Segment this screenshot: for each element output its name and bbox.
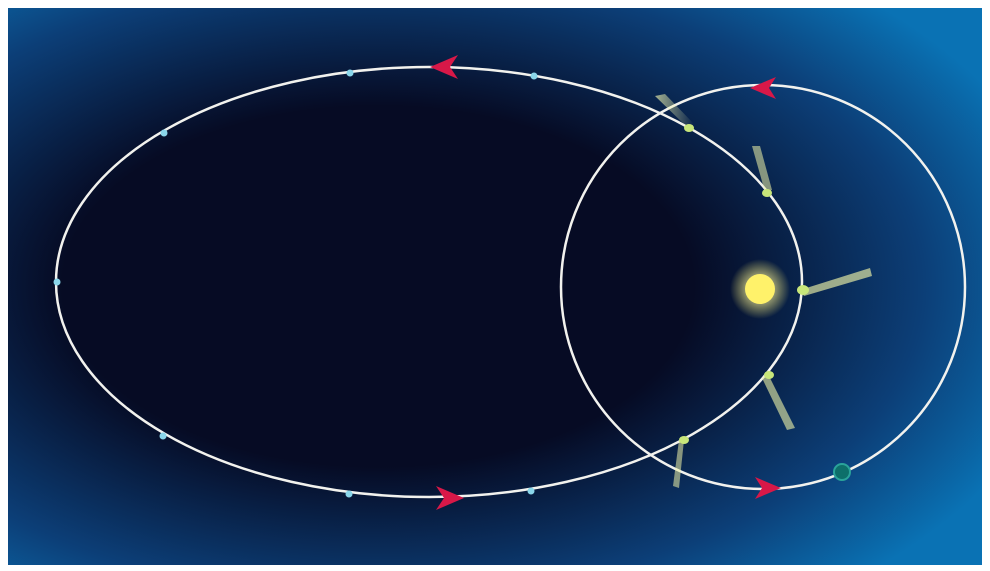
arrow-right-icon <box>755 477 781 499</box>
planet <box>833 463 851 481</box>
comet-heads <box>679 124 809 444</box>
arrow-left-icon <box>430 55 458 79</box>
direction-arrows <box>430 55 781 510</box>
orbit-marker <box>527 487 535 495</box>
comet-tails <box>655 94 872 488</box>
comet-head <box>764 371 774 379</box>
orbit-position-markers <box>53 69 538 498</box>
orbit-marker <box>345 490 353 498</box>
comet-tail <box>673 440 684 488</box>
orbit-marker <box>160 129 168 137</box>
orbit-marker <box>159 432 167 440</box>
comet-tail <box>752 146 772 192</box>
orbit-marker <box>346 69 354 77</box>
arrow-left-icon <box>750 77 776 99</box>
arrow-right-icon <box>436 486 464 510</box>
comet-head <box>797 285 809 295</box>
comet-head <box>679 436 689 444</box>
orbit-marker <box>530 72 538 80</box>
comet-tail <box>800 268 872 296</box>
comet-head <box>762 189 772 197</box>
comet-tail <box>655 94 694 128</box>
comet-tail <box>762 374 795 430</box>
sun <box>745 274 775 304</box>
comet-head <box>684 124 694 132</box>
orbit-marker <box>53 278 61 286</box>
